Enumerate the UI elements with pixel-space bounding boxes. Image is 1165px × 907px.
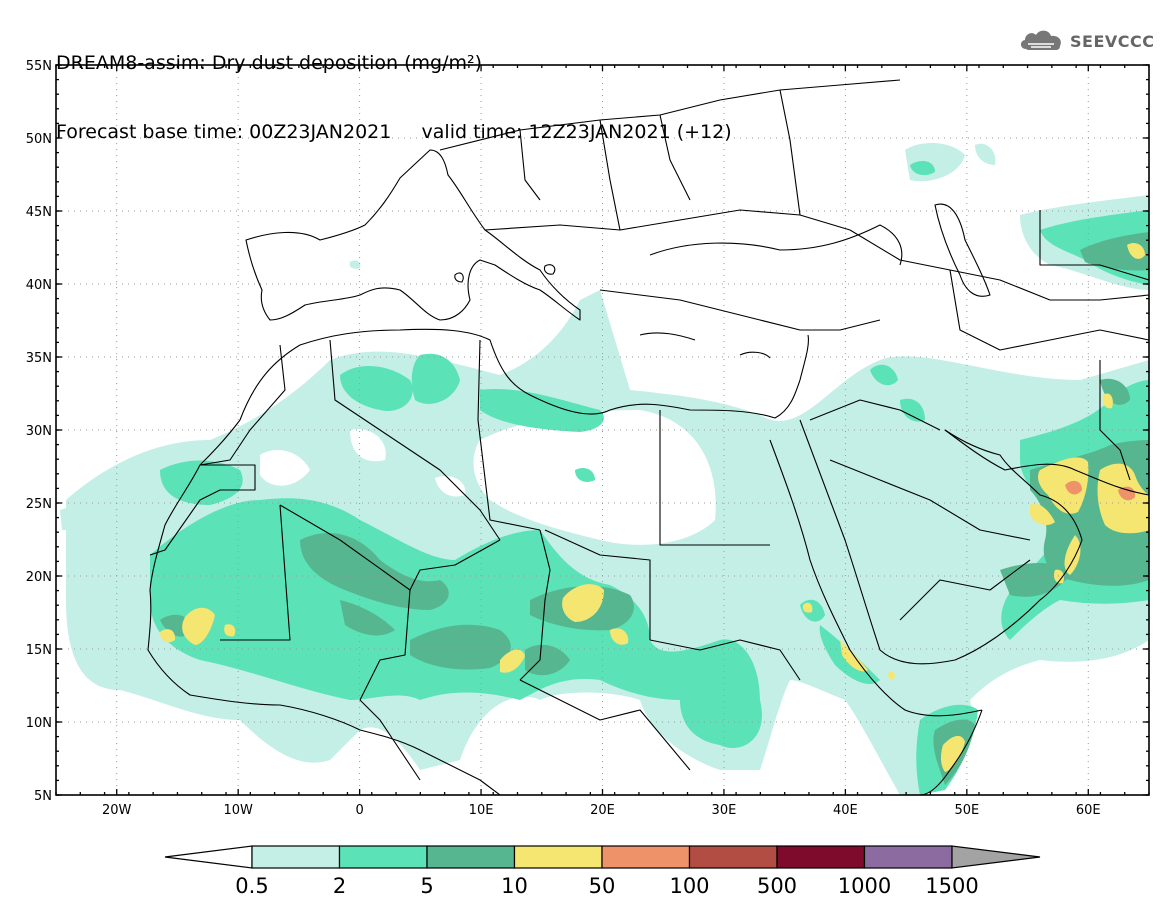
lon-label: 20E [590, 803, 615, 818]
lat-label: 55N [26, 59, 52, 74]
colorbar-segment [863, 845, 953, 869]
colorbar-segment [776, 845, 866, 869]
lon-label: 20W [102, 803, 132, 818]
colorbar-label: 10 [501, 874, 528, 898]
lat-label: 35N [26, 351, 52, 366]
colorbar-under-arrow [164, 845, 253, 869]
colorbar-segment [426, 845, 516, 869]
colorbar-segment [338, 845, 428, 869]
cloud-logo-icon [1020, 30, 1061, 50]
lon-label: 60E [1076, 803, 1101, 818]
title-line-2: Forecast base time: 00Z23JAN2021 valid t… [56, 121, 732, 143]
colorbar-label: 1000 [838, 874, 891, 898]
dust-level-5 [1065, 480, 1136, 501]
dust-level-4 [160, 243, 1149, 772]
lat-label: 5N [34, 789, 52, 804]
colorbar-segment [513, 845, 603, 869]
lon-label: 30E [712, 803, 737, 818]
lat-label: 50N [26, 132, 52, 147]
colorbar-label: 50 [589, 874, 616, 898]
coastlines-and-borders [147, 79, 1149, 795]
lat-label: 30N [26, 424, 52, 439]
colorbar-segment [688, 845, 778, 869]
colorbar-label: 0.5 [235, 874, 268, 898]
map-title: DREAM8-assim: Dry dust deposition (mg/m²… [56, 6, 732, 167]
colorbar-label: 100 [669, 874, 709, 898]
longitude-labels: 20W 10W 0 10E 20E 30E 40E 50E 60E [102, 803, 1101, 818]
dust-fields [60, 143, 1149, 795]
lat-label: 25N [26, 497, 52, 512]
colorbar-label: 2 [333, 874, 346, 898]
axis-ticks [55, 64, 1150, 796]
colorbar-segment [601, 845, 691, 869]
lat-label: 40N [26, 278, 52, 293]
colorbar-label: 5 [420, 874, 433, 898]
latitude-labels: 55N 50N 45N 40N 35N 30N 25N 20N 15N 10N 5N [26, 59, 52, 804]
seevccc-logo: SEEVCCC [1018, 26, 1155, 56]
lon-label: 10E [469, 803, 494, 818]
colorbar-label: 1500 [925, 874, 978, 898]
lon-label: 50E [954, 803, 979, 818]
lon-label: 0 [355, 803, 363, 818]
lon-label: 40E [833, 803, 858, 818]
logo-text: SEEVCCC [1070, 31, 1155, 51]
colorbar-over-arrow [951, 845, 1041, 869]
lat-label: 10N [26, 716, 52, 731]
colorbar-segment [251, 845, 341, 869]
lat-label: 45N [26, 205, 52, 220]
lon-label: 10W [223, 803, 253, 818]
colorbar-label: 500 [757, 874, 797, 898]
colorbar: 0.5 2 5 10 50 100 500 1000 1500 [164, 845, 1041, 898]
lat-label: 15N [26, 643, 52, 658]
title-line-1: DREAM8-assim: Dry dust deposition (mg/m²… [56, 52, 483, 74]
lat-label: 20N [26, 570, 52, 585]
